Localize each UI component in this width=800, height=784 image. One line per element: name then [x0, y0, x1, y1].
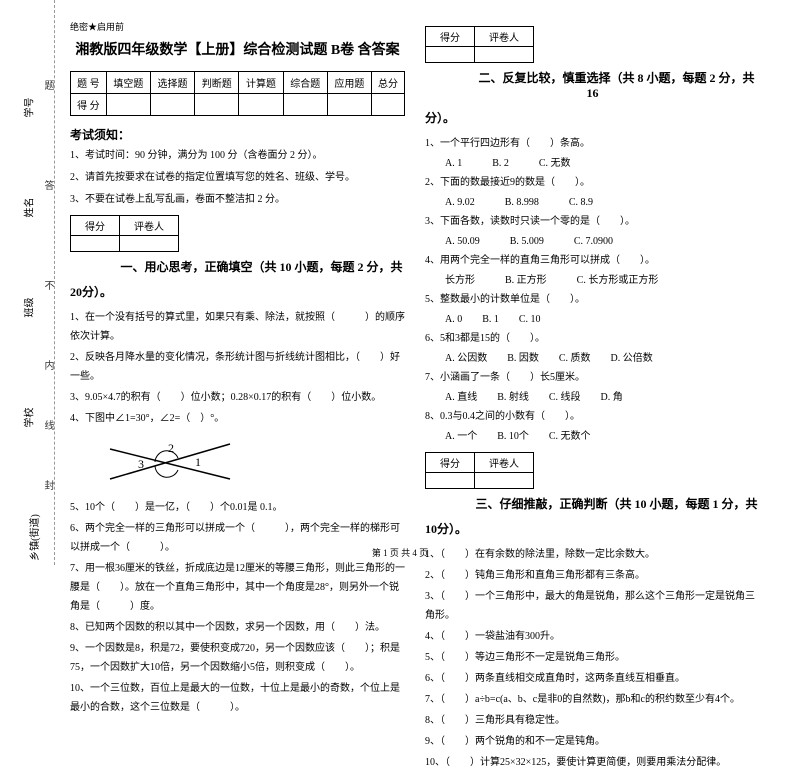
left-column: 绝密★启用前 湘教版四年级数学【上册】综合检测试题 B卷 含答案 题 号 填空题…	[60, 20, 415, 774]
s2-q2-opts: A. 9.02 B. 8.998 C. 8.9	[425, 194, 760, 212]
section2-title: 二、反复比较，慎重选择（共 8 小题，每题 2 分，共 16	[425, 69, 760, 101]
margin-name: 姓名	[21, 198, 36, 218]
page-content: 绝密★启用前 湘教版四年级数学【上册】综合检测试题 B卷 含答案 题 号 填空题…	[0, 0, 800, 784]
confidential-label: 绝密★启用前	[70, 20, 405, 33]
s1-q5: 5、10个（ ）是一亿，（ ）个0.01是 0.1。	[70, 498, 405, 517]
notice-2: 2、请首先按要求在试卷的指定位置填写您的姓名、班级、学号。	[70, 169, 405, 187]
s3-q5: 5、（ ）等边三角形不一定是锐角三角形。	[425, 648, 760, 667]
margin-no: 不	[40, 280, 55, 290]
right-column: 得分评卷人 二、反复比较，慎重选择（共 8 小题，每题 2 分，共 16 分）。…	[415, 20, 770, 774]
th-total: 总分	[372, 72, 405, 94]
margin-id: 学号	[21, 98, 36, 118]
margin-seal: 封	[40, 480, 55, 490]
s3-q9: 9、（ ）两个锐角的和不一定是钝角。	[425, 732, 760, 751]
s2-q6: 6、5和3都是15的（ ）。	[425, 329, 760, 348]
s3-q6: 6、（ ）两条直线相交成直角时，这两条直线互相垂直。	[425, 669, 760, 688]
s3-q8: 8、（ ）三角形具有稳定性。	[425, 711, 760, 730]
s2-q1: 1、一个平行四边形有（ ）条高。	[425, 134, 760, 153]
s2-q6-opts: A. 公因数 B. 因数 C. 质数 D. 公倍数	[425, 350, 760, 368]
s1-q1: 1、在一个没有括号的算式里，如果只有乘、除法，就按照（ ）的顺序依次计算。	[70, 308, 405, 346]
s1-q2: 2、反映各月降水量的变化情况，条形统计图与折线统计图相比，（ ）好一些。	[70, 348, 405, 386]
margin-inner: 内	[40, 360, 55, 370]
table-row: 题 号 填空题 选择题 判断题 计算题 综合题 应用题 总分	[71, 72, 405, 94]
s3-q10: 10、（ ）计算25×32×125，要使计算更简便，则要用乘法分配律。	[425, 753, 760, 772]
th-app: 应用题	[327, 72, 371, 94]
s2-q7-opts: A. 直线 B. 射线 C. 线段 D. 角	[425, 389, 760, 407]
score-label: 得分	[71, 216, 120, 236]
s2-q4-opts: 长方形 B. 正方形 C. 长方形或正方形	[425, 272, 760, 290]
s2-q1-opts: A. 1 B. 2 C. 无数	[425, 155, 760, 173]
th-calc: 计算题	[239, 72, 283, 94]
angle-1: 1	[195, 455, 201, 469]
exam-title: 湘教版四年级数学【上册】综合检测试题 B卷 含答案	[70, 39, 405, 59]
th-choice: 选择题	[150, 72, 194, 94]
angle-2: 2	[168, 441, 174, 455]
score-summary-table: 题 号 填空题 选择题 判断题 计算题 综合题 应用题 总分 得 分	[70, 71, 405, 116]
section-score-box-2: 得分评卷人	[425, 26, 534, 63]
section1-title-cont: 20分）。	[70, 283, 405, 300]
s2-q3: 3、下面各数，读数时只读一个零的是（ ）。	[425, 212, 760, 231]
score-label: 得分	[426, 453, 475, 473]
section3-title-cont: 10分）。	[425, 520, 760, 537]
section2-title-cont: 分）。	[425, 109, 760, 126]
s3-q7: 7、（ ）a÷b=c(a、b、c是非0的自然数)，那b和c的积约数至少有4个。	[425, 690, 760, 709]
s2-q2: 2、下面的数最接近9的数是（ ）。	[425, 173, 760, 192]
th-comp: 综合题	[283, 72, 327, 94]
s1-q8: 8、已知两个因数的积以其中一个因数，求另一个因数，用（ ）法。	[70, 618, 405, 637]
section-score-box-3: 得分评卷人	[425, 452, 534, 489]
notice-3: 3、不要在试卷上乱写乱画，卷面不整洁扣 2 分。	[70, 191, 405, 209]
s3-q3: 3、（ ）一个三角形中，最大的角是锐角，那么这个三角形一定是锐角三角形。	[425, 587, 760, 625]
grader-label: 评卷人	[120, 216, 179, 236]
s2-q8: 8、0.3与0.4之间的小数有（ ）。	[425, 407, 760, 426]
section3-title: 三、仔细推敲，正确判断（共 10 小题，每题 1 分，共	[425, 495, 760, 512]
binding-margin: 乡镇(街道) 学校 班级 姓名 学号 封 线 内 不 答 题	[0, 0, 55, 565]
margin-line: 线	[40, 420, 55, 430]
th-judge: 判断题	[195, 72, 239, 94]
section-score-box: 得分评卷人	[70, 215, 179, 252]
s2-q7: 7、小涵画了一条（ ）长5厘米。	[425, 368, 760, 387]
s2-q3-opts: A. 50.09 B. 5.009 C. 7.0900	[425, 233, 760, 251]
th-fill: 填空题	[106, 72, 150, 94]
s1-q9: 9、一个因数是8，积是72，要使积变成720，另一个因数应该（ ）；积是75，一…	[70, 639, 405, 677]
margin-class: 班级	[21, 298, 36, 318]
grader-label: 评卷人	[475, 27, 534, 47]
table-row: 得 分	[71, 94, 405, 116]
s2-q5-opts: A. 0 B. 1 C. 10	[425, 311, 760, 329]
s1-q3: 3、9.05×4.7的积有（ ）位小数；0.28×0.17的积有（ ）位小数。	[70, 388, 405, 407]
th-num: 题 号	[71, 72, 107, 94]
grader-label: 评卷人	[475, 453, 534, 473]
s1-q7: 7、用一根36厘米的铁丝，折成底边是12厘米的等腰三角形，则此三角形的一腰是（ …	[70, 559, 405, 616]
s2-q8-opts: A. 一个 B. 10个 C. 无数个	[425, 428, 760, 446]
s2-q4: 4、用两个完全一样的直角三角形可以拼成（ ）。	[425, 251, 760, 270]
s3-q4: 4、（ ）一袋盐油有300升。	[425, 627, 760, 646]
angle-svg: 2 1 3	[100, 434, 240, 489]
s3-q2: 2、（ ）钝角三角形和直角三角形都有三条高。	[425, 566, 760, 585]
exam-notice-label: 考试须知：	[70, 126, 405, 143]
margin-school: 学校	[21, 408, 36, 428]
angle-3: 3	[138, 457, 144, 471]
section1-title: 一、用心思考，正确填空（共 10 小题，每题 2 分，共	[70, 258, 405, 275]
angle-diagram: 2 1 3	[100, 434, 405, 492]
s1-q10: 10、一个三位数，百位上是最大的一位数，十位上是最小的奇数，个位上是最小的合数，…	[70, 679, 405, 717]
page-footer: 第 1 页 共 4 页	[0, 546, 800, 559]
score-label: 得分	[426, 27, 475, 47]
margin-ans: 答	[40, 180, 55, 190]
margin-ti: 题	[40, 80, 55, 90]
td-score: 得 分	[71, 94, 107, 116]
s1-q4: 4、下图中∠1=30°，∠2=（ ）°。	[70, 409, 405, 428]
s2-q5: 5、整数最小的计数单位是（ ）。	[425, 290, 760, 309]
notice-1: 1、考试时间：90 分钟，满分为 100 分（含卷面分 2 分）。	[70, 147, 405, 165]
